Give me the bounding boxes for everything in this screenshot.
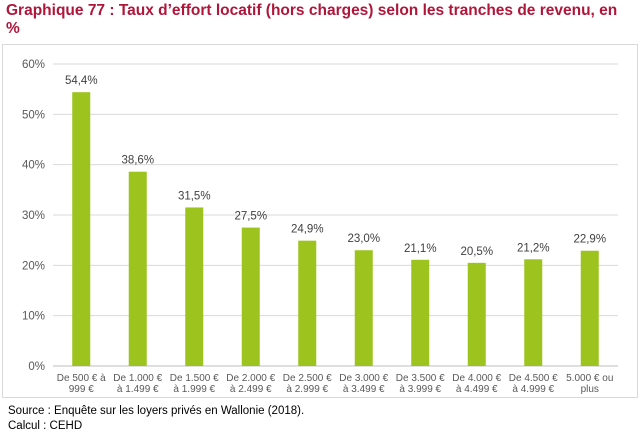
bar (467, 262, 486, 366)
data-label: 20,5% (460, 246, 493, 258)
calcul-note: Calcul : CEHD (8, 420, 83, 432)
x-tick-label: De 4.500 € à 4.999 € (509, 373, 558, 395)
bar-chart: 0% 10% 20% 30% 40% 50% 60% 54,4% De 500 € à 999 €… (22, 59, 618, 395)
bar (298, 240, 317, 366)
data-label: 27,5% (234, 211, 267, 223)
y-tick-label: 50% (22, 109, 45, 121)
data-label: 54,4% (65, 75, 98, 87)
bar (524, 259, 543, 366)
x-tick-label: De 1.000 € à 1.499 € (113, 373, 162, 395)
x-tick-label: 5.000 € ou plus (566, 373, 613, 395)
data-label: 38,6% (121, 155, 154, 167)
x-tick-label: De 3.500 € à 3.999 € (396, 373, 445, 395)
bar (580, 250, 599, 366)
bar (241, 227, 260, 366)
y-tick-label: 30% (22, 210, 45, 222)
x-tick-label: De 3.000 € à 3.499 € (339, 373, 388, 395)
data-label: 21,2% (517, 242, 550, 254)
y-tick-label: 0% (28, 361, 45, 373)
y-tick-label: 20% (22, 260, 45, 272)
bar (128, 171, 147, 366)
bar (354, 250, 373, 366)
data-label: 31,5% (178, 190, 211, 202)
bar (72, 92, 91, 366)
data-label: 21,1% (404, 243, 437, 255)
bar (411, 259, 430, 366)
chart-title: Graphique 77 : Taux d’effort locatif (ho… (6, 2, 618, 37)
chart-notes: Source : Enquête sur les loyers privés e… (8, 404, 304, 434)
y-tick-label: 10% (22, 311, 45, 323)
x-tick-label: De 2.000 € à 2.499 € (226, 373, 275, 395)
data-label: 24,9% (291, 224, 324, 236)
y-tick-label: 40% (22, 160, 45, 172)
source-note: Source : Enquête sur les loyers privés e… (8, 405, 305, 417)
y-tick-label: 60% (22, 59, 45, 71)
x-tick-label: De 2.500 € à 2.999 € (283, 373, 332, 395)
x-tick-label: De 1.500 € à 1.999 € (170, 373, 219, 395)
data-label: 23,0% (347, 233, 380, 245)
x-tick-label: De 4.000 € à 4.499 € (452, 373, 501, 395)
x-tick-label: De 500 € à 999 € (57, 373, 106, 395)
bar (185, 207, 204, 366)
data-label: 22,9% (573, 234, 606, 246)
